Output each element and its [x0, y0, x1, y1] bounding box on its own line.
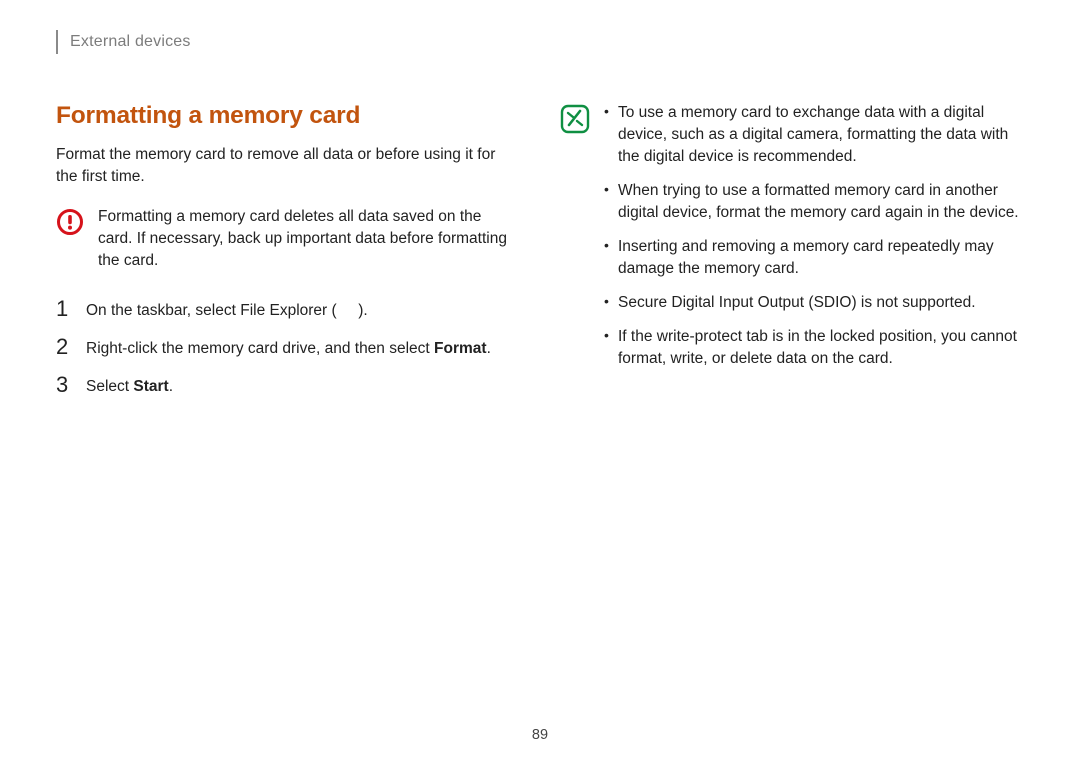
step-number: 1 — [56, 298, 74, 320]
note-icon — [560, 104, 590, 139]
step-text-pre: On the taskbar, select File Explorer ( — [86, 302, 337, 319]
page-number: 89 — [0, 727, 1080, 743]
step-text-bold: Format — [434, 340, 487, 357]
note-item: Inserting and removing a memory card rep… — [604, 236, 1024, 280]
file-explorer-icon — [341, 302, 354, 319]
note-item: If the write-protect tab is in the locke… — [604, 326, 1024, 370]
step-1: 1 On the taskbar, select File Explorer (… — [56, 298, 520, 322]
breadcrumb: External devices — [56, 30, 1024, 54]
page-title: Formatting a memory card — [56, 102, 520, 130]
note-item: To use a memory card to exchange data wi… — [604, 102, 1024, 168]
content-columns: Formatting a memory card Format the memo… — [56, 102, 1024, 412]
step-text-bold: Start — [133, 378, 168, 395]
section-label: External devices — [70, 33, 191, 51]
left-column: Formatting a memory card Format the memo… — [56, 102, 520, 412]
step-text-post: . — [487, 340, 491, 357]
warning-text: Formatting a memory card deletes all dat… — [98, 206, 520, 272]
step-text: Select Start. — [86, 374, 173, 398]
step-3: 3 Select Start. — [56, 374, 520, 398]
step-text: On the taskbar, select File Explorer ( )… — [86, 298, 368, 322]
note-list: To use a memory card to exchange data wi… — [604, 102, 1024, 382]
step-text: Right-click the memory card drive, and t… — [86, 336, 491, 360]
note-item: When trying to use a formatted memory ca… — [604, 180, 1024, 224]
warning-icon — [56, 208, 84, 241]
step-text-post: . — [169, 378, 173, 395]
manual-page: External devices Formatting a memory car… — [0, 0, 1080, 763]
step-text-pre: Select — [86, 378, 133, 395]
note-item: Secure Digital Input Output (SDIO) is no… — [604, 292, 1024, 314]
step-number: 2 — [56, 336, 74, 358]
intro-text: Format the memory card to remove all dat… — [56, 144, 520, 188]
step-2: 2 Right-click the memory card drive, and… — [56, 336, 520, 360]
step-text-pre: Right-click the memory card drive, and t… — [86, 340, 434, 357]
step-text-post: ). — [358, 302, 367, 319]
warning-block: Formatting a memory card deletes all dat… — [56, 206, 520, 272]
note-block: To use a memory card to exchange data wi… — [560, 102, 1024, 382]
right-column: To use a memory card to exchange data wi… — [560, 102, 1024, 412]
step-number: 3 — [56, 374, 74, 396]
